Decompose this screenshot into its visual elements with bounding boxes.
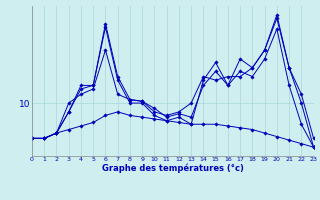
X-axis label: Graphe des températures (°c): Graphe des températures (°c)	[102, 164, 244, 173]
